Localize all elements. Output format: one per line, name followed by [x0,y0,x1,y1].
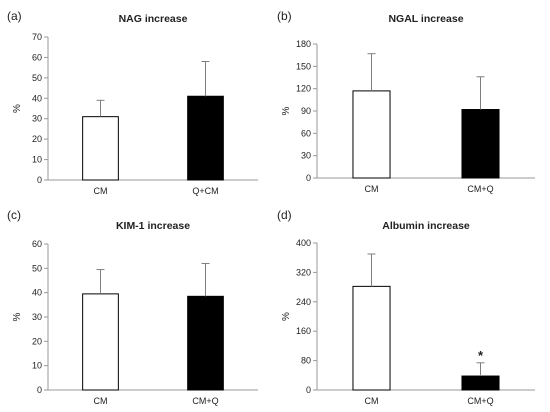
chart-title: NGAL increase [388,13,463,25]
y-tick-label: 60 [32,239,42,249]
chart-title: NAG increase [119,13,188,25]
y-tick-label: 240 [296,297,311,307]
y-tick-label: 40 [32,93,42,103]
y-tick-label: 0 [37,385,42,395]
y-tick-label: 180 [296,39,311,49]
panel-label: (d) [277,208,292,222]
x-category-label: CM [365,396,379,406]
y-tick-label: 320 [296,267,311,277]
y-tick-label: 80 [301,356,311,366]
y-axis-label: % [281,106,292,115]
y-tick-label: 30 [301,151,311,161]
y-axis-label: % [12,312,23,321]
bar [352,285,391,391]
y-tick-label: 150 [296,61,311,71]
bar [187,95,224,181]
y-tick-label: 30 [32,312,42,322]
panel-label: (b) [277,9,292,23]
chart-title: Albumin increase [382,220,470,232]
x-category-label: Q+CM [192,186,218,196]
y-tick-label: 0 [37,175,42,185]
x-category-label: CM+Q [192,396,218,406]
chart-panel: (c) KIM-1 increase% 0 10 20 30 40 50 60 CM CM+Q [7,208,258,406]
x-category-label: CM [94,396,108,406]
bar [82,116,119,181]
y-axis-label: % [12,104,23,113]
chart-panel: (d) Albumin increase% 0 80 160 240 320 400 CM * CM… [277,208,535,406]
bar [82,293,119,391]
chart-panel: (b) NGAL increase% 0 30 60 90 120 150 180 CM CM+Q [277,9,535,194]
x-category-label: CM [365,184,379,194]
bar [187,295,224,391]
y-tick-label: 70 [32,32,42,42]
bar [352,90,391,179]
y-tick-label: 10 [32,155,42,165]
x-category-label: CM+Q [467,184,493,194]
chart-panel: (a) NAG increase% 0 10 20 30 40 50 60 70 CM Q+CM [7,9,258,196]
y-tick-label: 120 [296,84,311,94]
y-tick-label: 30 [32,114,42,124]
y-tick-label: 20 [32,134,42,144]
y-tick-label: 60 [301,128,311,138]
panel-label: (c) [7,208,21,222]
bar [461,375,500,391]
y-tick-label: 400 [296,238,311,248]
y-axis-label: % [281,312,292,321]
chart-title: KIM-1 increase [116,220,190,232]
x-category-label: CM [94,186,108,196]
y-tick-label: 40 [32,288,42,298]
y-tick-label: 20 [32,336,42,346]
y-tick-label: 160 [296,326,311,336]
panel-label: (a) [7,9,22,23]
y-tick-label: 60 [32,52,42,62]
y-tick-label: 50 [32,73,42,83]
x-category-label: CM+Q [467,396,493,406]
y-tick-label: 10 [32,361,42,371]
y-tick-label: 0 [306,385,311,395]
y-tick-label: 90 [301,106,311,116]
significance-marker: * [478,348,484,363]
y-tick-label: 0 [306,173,311,183]
bar [461,109,500,179]
y-tick-label: 50 [32,263,42,273]
